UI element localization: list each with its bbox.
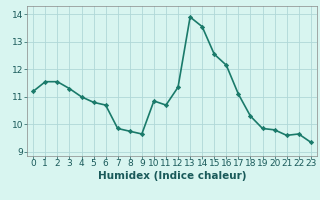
- X-axis label: Humidex (Indice chaleur): Humidex (Indice chaleur): [98, 171, 246, 181]
